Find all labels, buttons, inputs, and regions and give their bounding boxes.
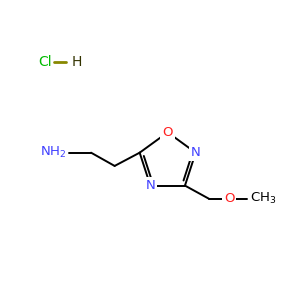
- Text: Cl: Cl: [38, 55, 52, 69]
- Text: N: N: [146, 179, 155, 192]
- Text: H: H: [72, 55, 82, 69]
- Text: N: N: [191, 146, 200, 159]
- Text: O: O: [224, 192, 234, 205]
- Text: CH$_3$: CH$_3$: [250, 191, 277, 206]
- Text: O: O: [162, 126, 173, 139]
- Text: NH$_2$: NH$_2$: [40, 145, 66, 160]
